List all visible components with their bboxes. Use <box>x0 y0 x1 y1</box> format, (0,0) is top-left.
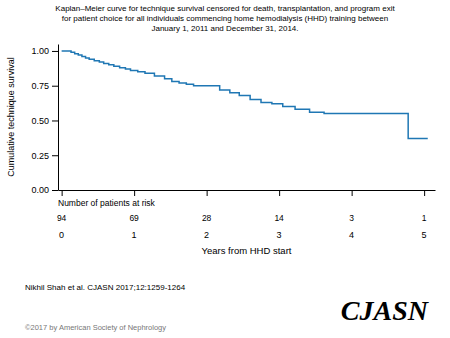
at-risk-count: 69 <box>129 213 139 223</box>
at-risk-count: 3 <box>349 213 354 223</box>
y-tick-label: 0.00 <box>31 185 49 195</box>
x-tick <box>352 190 353 196</box>
y-tick: 0.75 <box>31 81 58 91</box>
x-tick-mark <box>62 190 63 196</box>
x-tick-labels: 0 1 2 3 4 5 <box>59 230 427 240</box>
x-tick <box>62 190 63 196</box>
x-axis <box>59 190 436 196</box>
y-tick-mark <box>52 155 58 156</box>
at-risk-label: Number of patients at risk <box>58 198 156 208</box>
x-tick <box>207 190 208 196</box>
title: Kaplan–Meier curve for technique surviva… <box>55 4 395 13</box>
x-tick-mark <box>134 190 135 196</box>
y-tick-mark <box>52 120 58 121</box>
title: January 1, 2011 and December 31, 2014. <box>151 24 298 33</box>
title: for patient choice for all individuals c… <box>62 14 388 23</box>
y-tick-mark <box>52 86 58 87</box>
km-curve <box>62 51 428 139</box>
logo-text: CJASN <box>341 295 430 326</box>
x-tick-label: 4 <box>349 230 354 240</box>
title-group: Kaplan–Meier curve for technique surviva… <box>55 4 395 33</box>
x-tick-mark <box>352 190 353 196</box>
y-tick: 0.25 <box>31 151 58 161</box>
x-tick-label: 3 <box>277 230 282 240</box>
y-tick: 1.00 <box>31 46 58 56</box>
y-axis-label: Cumulative technique survival <box>6 57 16 177</box>
copyright: ©2017 by American Society of Nephrology <box>25 323 166 332</box>
at-risk-count: 28 <box>202 213 212 223</box>
y-tick-label: 0.75 <box>31 81 49 91</box>
y-axis-line <box>58 45 59 191</box>
x-tick <box>279 190 280 196</box>
citation: Nikhil Shah et al. CJASN 2017;12:1259-12… <box>25 283 186 292</box>
y-tick-label: 0.25 <box>31 151 49 161</box>
x-axis-line <box>59 190 436 191</box>
x-tick <box>134 190 135 196</box>
y-tick: 0.00 <box>31 185 58 195</box>
at-risk-count: 1 <box>422 213 427 223</box>
y-tick-mark <box>52 190 58 191</box>
at-risk-count: 14 <box>274 213 284 223</box>
x-tick <box>424 190 425 196</box>
x-tick-label: 5 <box>422 230 427 240</box>
chart-svg: Kaplan–Meier curve for technique surviva… <box>0 0 450 338</box>
x-tick-mark <box>207 190 208 196</box>
y-tick: 0.50 <box>31 116 58 126</box>
y-tick-label: 0.50 <box>31 116 49 126</box>
x-tick-label: 0 <box>59 230 64 240</box>
y-tick-label: 1.00 <box>31 46 49 56</box>
x-tick-mark <box>279 190 280 196</box>
at-risk-row: 94 69 28 14 3 1 <box>57 213 427 223</box>
plot-area <box>62 51 428 139</box>
x-tick-label: 1 <box>132 230 137 240</box>
y-tick-mark <box>52 51 58 52</box>
x-axis-label: Years from HHD start <box>202 245 292 256</box>
x-tick-label: 2 <box>204 230 209 240</box>
x-tick-mark <box>424 190 425 196</box>
y-axis: 0.00 0.25 0.50 0.75 1.00 <box>31 45 58 196</box>
at-risk-count: 94 <box>57 213 67 223</box>
